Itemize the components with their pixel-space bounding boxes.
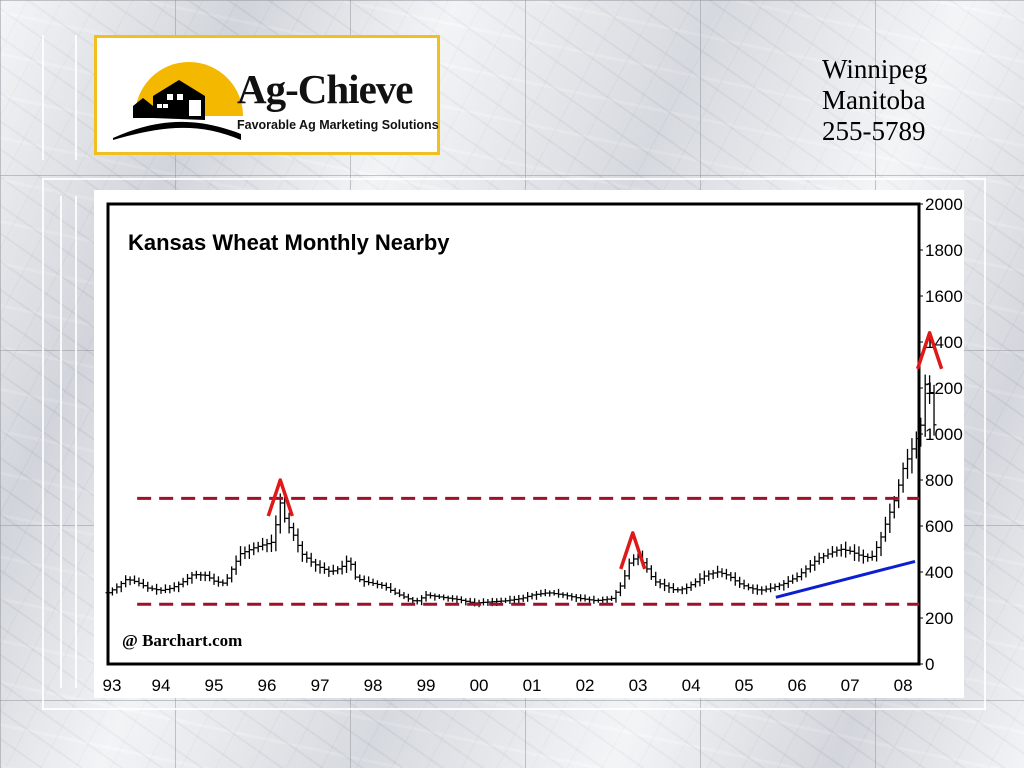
- x-tick-label: 06: [788, 676, 807, 695]
- plot-frame: [106, 202, 921, 666]
- frame-logo-line-2: [75, 35, 77, 160]
- y-tick-label: 400: [925, 563, 953, 582]
- y-tick-label: 800: [925, 471, 953, 490]
- barn-sun-icon: [113, 62, 243, 140]
- chart-title: Kansas Wheat Monthly Nearby: [128, 230, 450, 255]
- x-tick-label: 01: [523, 676, 542, 695]
- y-tick-label: 0: [925, 655, 934, 674]
- peak-marker: [619, 531, 647, 570]
- frame-bottom-line: [42, 708, 986, 710]
- source-watermark: @ Barchart.com: [122, 631, 243, 650]
- frame-top-line: [42, 178, 986, 180]
- peak-marker: [915, 331, 944, 370]
- contact-city: Winnipeg: [822, 54, 928, 84]
- x-tick-label: 08: [894, 676, 913, 695]
- x-tick-label: 99: [417, 676, 436, 695]
- x-tick-label: 03: [629, 676, 648, 695]
- x-tick-label: 02: [576, 676, 595, 695]
- trend-line: [775, 559, 916, 599]
- x-tick-label: 96: [258, 676, 277, 695]
- peak-marker: [266, 478, 294, 517]
- logo-tagline: Favorable Ag Marketing Solutions: [237, 118, 439, 132]
- contact-info: Winnipeg Manitoba 255-5789: [822, 54, 927, 147]
- logo-title: Ag-Chieve: [237, 66, 413, 112]
- chart-panel: 2000 1800 1600 1400 1200 1000 800 600 400 200 0 93 9…: [94, 190, 964, 698]
- frame-inner-line-2: [75, 196, 77, 688]
- frame-left-line: [42, 178, 44, 710]
- frame-right-line: [984, 178, 986, 710]
- x-tick-label: 93: [103, 676, 122, 695]
- y-tick-label: 1000: [925, 425, 963, 444]
- x-tick-label: 05: [735, 676, 754, 695]
- y-tick-label: 1800: [925, 241, 963, 260]
- x-tick-label: 97: [311, 676, 330, 695]
- x-tick-label: 07: [841, 676, 860, 695]
- x-tick-label: 04: [682, 676, 701, 695]
- x-tick-label: 94: [152, 676, 171, 695]
- x-tick-label: 95: [205, 676, 224, 695]
- x-tick-label: 00: [470, 676, 489, 695]
- frame-logo-line: [42, 35, 44, 160]
- y-tick-label: 1600: [925, 287, 963, 306]
- frame-inner-line: [60, 196, 62, 688]
- x-tick-label: 98: [364, 676, 383, 695]
- logo: Ag-Chieve Favorable Ag Marketing Solutio…: [94, 35, 440, 155]
- y-tick-label: 600: [925, 517, 953, 536]
- contact-province: Manitoba: [822, 85, 926, 115]
- y-tick-label: 200: [925, 609, 953, 628]
- y-tick-label: 1200: [925, 379, 963, 398]
- y-tick-label: 2000: [925, 195, 963, 214]
- contact-phone: 255-5789: [822, 116, 926, 146]
